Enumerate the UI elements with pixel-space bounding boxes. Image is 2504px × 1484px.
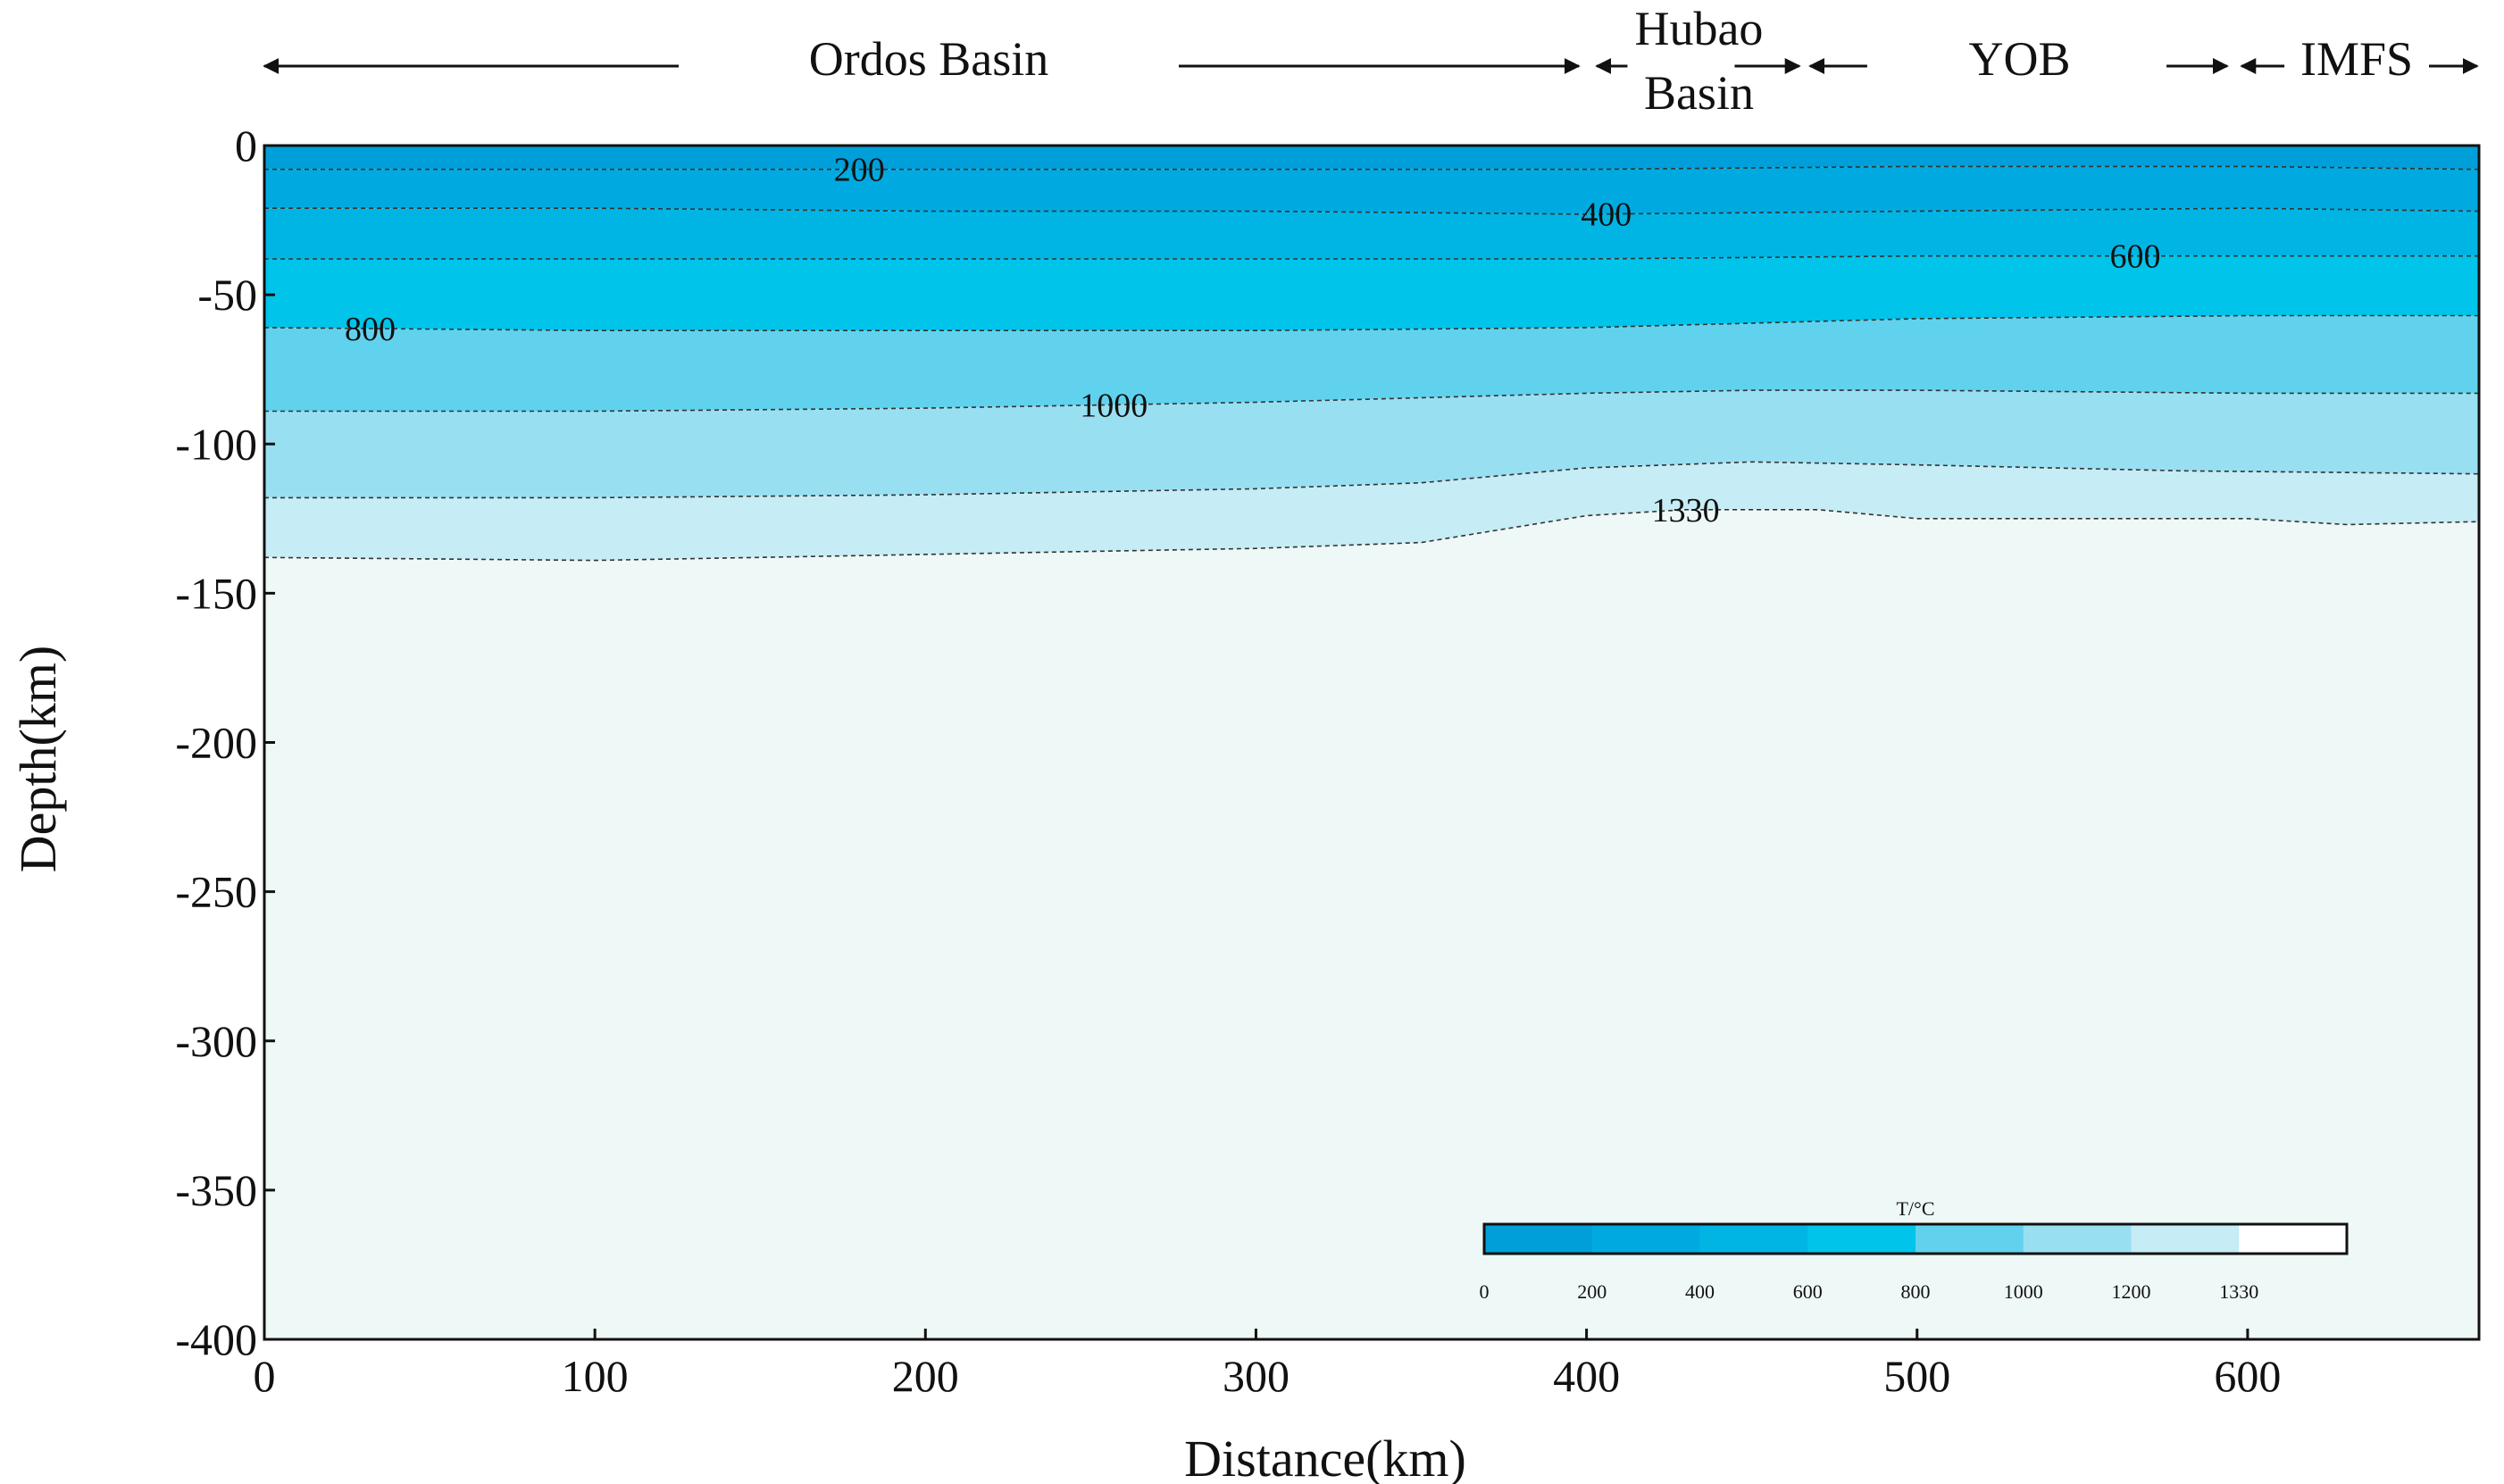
y-axis-title: Depth(km) <box>9 646 67 873</box>
y-tick-label: -350 <box>175 1165 257 1215</box>
region-label-hubao-basin-line1: Hubao <box>1634 2 1763 55</box>
y-tick-label: -200 <box>175 718 257 768</box>
y-tick-label: -250 <box>175 867 257 917</box>
y-axis: 0 -50 -100 -150 -200 -250 -300 -350 -400 <box>175 121 275 1364</box>
colorbar-tick-label: 600 <box>1793 1280 1823 1303</box>
y-tick-label: -300 <box>175 1016 257 1066</box>
y-tick-label: 0 <box>235 121 257 171</box>
region-label-ordos-basin: Ordos Basin <box>809 32 1049 86</box>
x-tick-label: 400 <box>1553 1351 1620 1401</box>
colorbar-swatch <box>1591 1224 1700 1254</box>
colorbar-swatch <box>2239 1224 2348 1254</box>
colorbar-tick-label: 1200 <box>2112 1280 2151 1303</box>
temperature-bands <box>264 146 2479 1339</box>
isotherm-label-800: 800 <box>345 311 396 348</box>
colorbar-swatch <box>1484 1224 1593 1254</box>
band-1000-1200 <box>264 390 2479 498</box>
colorbar-swatch <box>2131 1224 2240 1254</box>
colorbar-tick-label: 200 <box>1577 1280 1607 1303</box>
y-tick-label: -150 <box>175 568 257 618</box>
isotherm-labels: 200 400 600 800 1000 1330 <box>345 152 2161 529</box>
band-600-800 <box>264 255 2479 331</box>
colorbar-tick-label: 400 <box>1685 1280 1715 1303</box>
x-tick-label: 0 <box>254 1351 276 1401</box>
region-label-imfs: IMFS <box>2300 32 2413 86</box>
colorbar-legend: T/°C 0 200 400 600 800 1000 1200 1330 <box>1480 1197 2349 1303</box>
y-tick-label: -100 <box>175 419 257 469</box>
region-annotations: Ordos Basin Hubao Basin YOB IMFS <box>263 2 2479 120</box>
colorbar-tick-label: 1000 <box>2004 1280 2043 1303</box>
colorbar-swatch <box>1916 1224 2024 1254</box>
band-400-600 <box>264 208 2479 259</box>
colorbar-frame <box>1482 1222 2349 1255</box>
y-tick-label: -400 <box>175 1314 257 1364</box>
colorbar-swatch <box>1699 1224 1808 1254</box>
colorbar-tick-label: 0 <box>1480 1280 1490 1303</box>
band-200-400 <box>264 166 2479 214</box>
isotherm-lines <box>264 165 2479 562</box>
region-label-yob: YOB <box>1968 32 2070 86</box>
colorbar-tick-label: 800 <box>1901 1280 1931 1303</box>
isotherm-1000 <box>264 389 2479 413</box>
colorbar-swatch <box>1807 1224 1916 1254</box>
region-label-hubao-basin-line2: Basin <box>1644 66 1754 120</box>
colorbar-title: T/°C <box>1896 1197 1934 1220</box>
x-tick-label: 300 <box>1223 1351 1290 1401</box>
colorbar-tick-label: 1330 <box>2219 1280 2258 1303</box>
x-tick-label: 500 <box>1883 1351 1950 1401</box>
x-tick-label: 100 <box>562 1351 629 1401</box>
band-0-200 <box>264 146 2479 170</box>
colorbar-swatch <box>2023 1224 2132 1254</box>
x-axis: 0 100 200 300 400 500 600 <box>254 1329 2281 1401</box>
isotherm-1330 <box>264 509 2479 562</box>
band-800-1000 <box>264 315 2479 412</box>
isotherm-label-600: 600 <box>2110 238 2161 276</box>
isotherm-label-1330: 1330 <box>1652 492 1720 529</box>
isotherm-label-400: 400 <box>1581 196 1632 234</box>
x-axis-title: Distance(km) <box>1184 1430 1466 1484</box>
band-1200-1330 <box>264 462 2479 561</box>
isotherm-label-1000: 1000 <box>1080 387 1148 424</box>
isotherm-1200 <box>264 461 2479 499</box>
isotherm-label-200: 200 <box>834 152 885 189</box>
x-tick-label: 600 <box>2214 1351 2281 1401</box>
x-tick-label: 200 <box>892 1351 959 1401</box>
y-tick-label: -50 <box>197 270 257 320</box>
